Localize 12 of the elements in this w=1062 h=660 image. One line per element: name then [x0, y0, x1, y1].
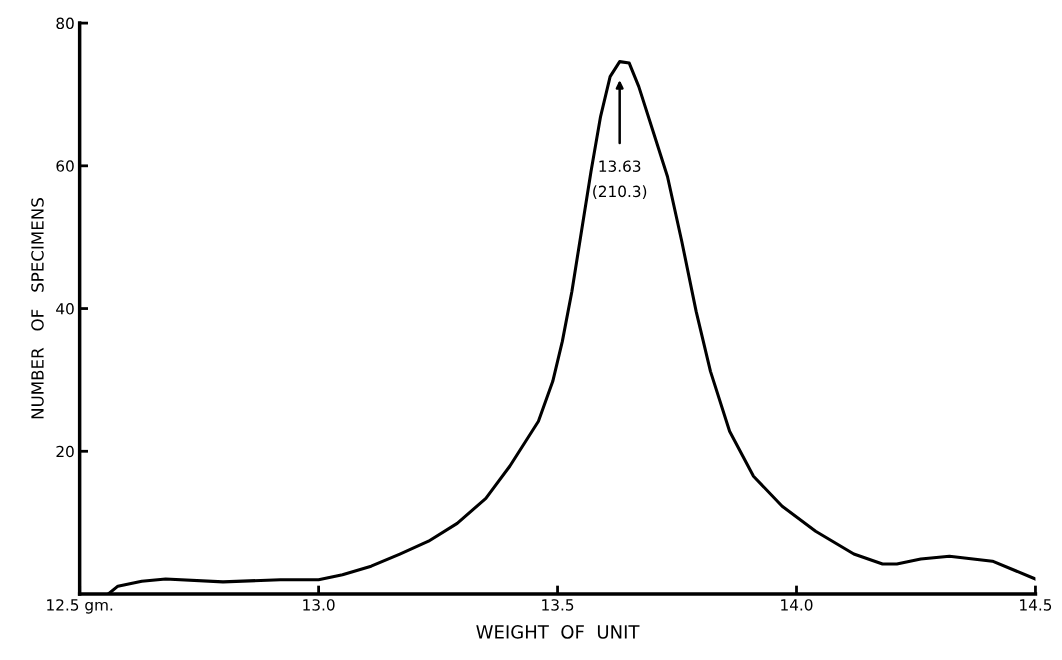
x-tick-label: 12.5 gm.	[47, 599, 113, 614]
y-tick-label: 60	[56, 160, 74, 172]
y-axis-title: NUMBER OF SPECIMENS	[31, 198, 44, 419]
x-tick-label: 14.5	[1020, 599, 1052, 611]
y-tick-label: 40	[56, 303, 74, 315]
x-tick-label: 13.5	[542, 599, 574, 611]
x-tick-label: 14.0	[781, 599, 813, 611]
x-axis-title: WEIGHT OF UNIT	[476, 625, 640, 639]
y-tick-label: 80	[56, 17, 74, 30]
annotation: 13.63 (210.3)	[593, 160, 647, 199]
y-tick-label: 20	[56, 445, 74, 458]
x-tick-label: 13.0	[303, 599, 335, 611]
